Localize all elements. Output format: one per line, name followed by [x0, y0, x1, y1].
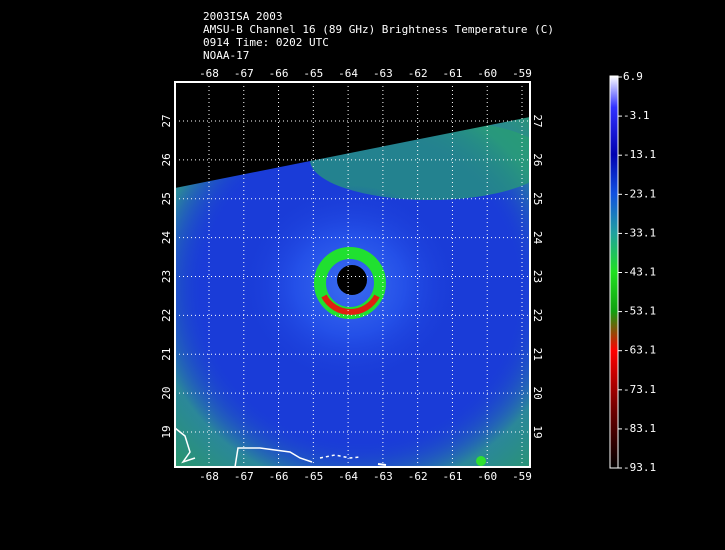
- coastline: [175, 427, 196, 464]
- lon-label: -63: [373, 470, 393, 483]
- lat-label: 23: [160, 270, 173, 283]
- map-frame: [174, 81, 531, 468]
- lon-label: -62: [408, 470, 428, 483]
- lat-label: 23: [531, 270, 544, 283]
- lat-label: 27: [531, 114, 544, 127]
- lat-label: 26: [160, 153, 173, 166]
- colorbar-label: -93.1: [623, 461, 656, 474]
- lon-label: -61: [443, 67, 463, 80]
- lon-label: -65: [303, 67, 323, 80]
- lon-label: -60: [477, 470, 497, 483]
- eye: [337, 265, 367, 295]
- eyewall-cold: [321, 294, 380, 315]
- lon-label: -66: [269, 67, 289, 80]
- title-line: AMSU-B Channel 16 (89 GHz) Brightness Te…: [203, 23, 554, 36]
- colorbar-label: -63.1: [623, 344, 656, 357]
- lon-label: -64: [338, 67, 358, 80]
- lat-label: 22: [160, 309, 173, 322]
- colorbar-label: -43.1: [623, 266, 656, 279]
- lon-label: -66: [269, 470, 289, 483]
- colorbar-label: -23.1: [623, 187, 656, 200]
- lat-label: 24: [160, 231, 173, 245]
- lat-label: 25: [160, 192, 173, 205]
- lat-label: 22: [531, 309, 544, 322]
- lat-label: 25: [531, 192, 544, 205]
- colorbar-label: -53.1: [623, 305, 656, 318]
- lat-label: 26: [531, 153, 544, 166]
- lat-label: 19: [160, 425, 173, 438]
- grid: [175, 82, 530, 467]
- title-line: 2003ISA 2003: [203, 10, 282, 23]
- lon-label: -59: [512, 67, 532, 80]
- lat-label: 20: [531, 387, 544, 400]
- colorbar-label: -73.1: [623, 383, 656, 396]
- lat-label: 21: [531, 348, 544, 361]
- coastline: [234, 447, 313, 467]
- colorbar-label: -3.1: [623, 109, 650, 122]
- satellite-image: [175, 82, 530, 467]
- title-line: 0914 Time: 0202 UTC: [203, 36, 329, 49]
- lon-label: -67: [234, 470, 254, 483]
- lon-label: -68: [199, 470, 219, 483]
- lon-label: -63: [373, 67, 393, 80]
- lat-label: 27: [160, 114, 173, 127]
- islands: [377, 463, 387, 466]
- lon-label: -59: [512, 470, 532, 483]
- colorbar-label: -83.1: [623, 422, 656, 435]
- lat-label: 24: [531, 231, 544, 245]
- lon-label: -60: [477, 67, 497, 80]
- lon-label: -61: [443, 470, 463, 483]
- lon-label: -67: [234, 67, 254, 80]
- lat-label: 19: [531, 425, 544, 438]
- lat-label: 21: [160, 348, 173, 361]
- swath-edge: [175, 82, 530, 188]
- lon-label: -62: [408, 67, 428, 80]
- colorbar: [609, 75, 619, 469]
- lat-label: 20: [160, 387, 173, 400]
- cloud-cell: [476, 456, 486, 466]
- colorbar-label: -13.1: [623, 148, 656, 161]
- colorbar-label: -33.1: [623, 226, 656, 239]
- lon-label: -65: [303, 470, 323, 483]
- islands: [319, 454, 361, 459]
- title-line: NOAA-17: [203, 49, 249, 62]
- lon-label: -64: [338, 470, 358, 483]
- colorbar-label: 6.9: [623, 70, 643, 83]
- lon-label: -68: [199, 67, 219, 80]
